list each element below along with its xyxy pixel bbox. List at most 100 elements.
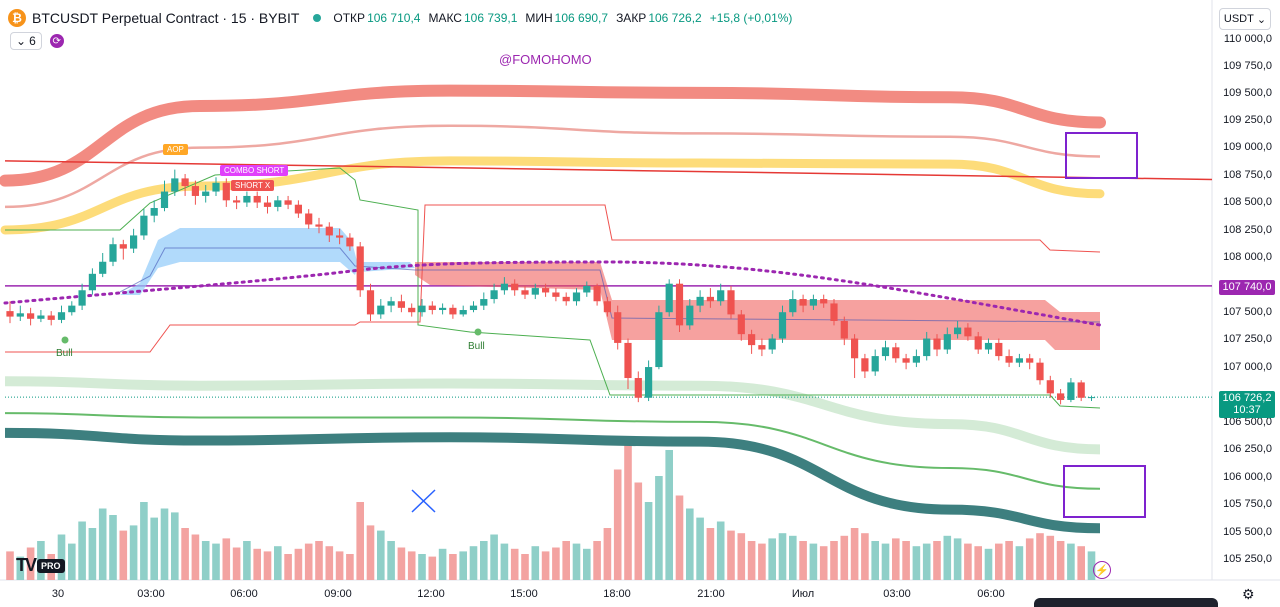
price-tick: 108 750,0 bbox=[1223, 169, 1272, 181]
candle-body bbox=[6, 311, 14, 317]
candle-body bbox=[294, 204, 302, 214]
combo-short-label: COMBO SHORT bbox=[220, 165, 289, 176]
tradingview-logo[interactable]: TV PRO bbox=[16, 555, 65, 576]
volume-bar bbox=[541, 551, 550, 580]
candle-body bbox=[233, 200, 241, 203]
time-tick: 03:00 bbox=[883, 588, 911, 600]
volume-bar bbox=[78, 521, 86, 580]
candle-body bbox=[191, 186, 199, 196]
price-tick: 105 250,0 bbox=[1223, 553, 1272, 565]
volume-bar bbox=[655, 476, 663, 580]
price-tick: 109 750,0 bbox=[1223, 60, 1272, 72]
volume-bar bbox=[1025, 538, 1034, 580]
price-tick: 105 500,0 bbox=[1223, 526, 1272, 538]
candle-body bbox=[88, 273, 96, 291]
volume-bar bbox=[1005, 541, 1013, 580]
resistance-line bbox=[4, 160, 1213, 181]
candle-body bbox=[57, 312, 66, 320]
candle-body bbox=[531, 288, 539, 295]
volume-bar bbox=[953, 538, 962, 580]
candle-body bbox=[315, 224, 323, 227]
volume-bar bbox=[768, 538, 776, 580]
bottom-toolbar[interactable] bbox=[1034, 598, 1218, 607]
volume-bar bbox=[407, 551, 416, 580]
volume-bar bbox=[964, 543, 972, 580]
volume-bar bbox=[1015, 546, 1024, 580]
volume-bar bbox=[243, 541, 251, 580]
candle-body bbox=[995, 342, 1003, 357]
support-step-line bbox=[5, 167, 1101, 409]
bull-label: Bull bbox=[468, 341, 485, 352]
indicators-toggle-button[interactable]: ⌄ 6 bbox=[10, 32, 42, 50]
bearish-cloud bbox=[415, 262, 1100, 350]
symbol-title[interactable]: BTCUSDT Perpetual Contract · 15 · BYBIT bbox=[32, 10, 300, 26]
volume-bar bbox=[325, 546, 334, 580]
bitcoin-icon: ₿ bbox=[8, 9, 26, 27]
volume-bar bbox=[737, 533, 746, 580]
candle-body bbox=[717, 290, 725, 302]
price-tick: 109 500,0 bbox=[1223, 87, 1272, 99]
candle-body bbox=[397, 301, 405, 308]
candle-body bbox=[542, 288, 550, 293]
candle-body bbox=[645, 367, 653, 398]
volume-bar bbox=[68, 543, 76, 580]
candle-body bbox=[408, 307, 416, 313]
candle-body bbox=[789, 299, 797, 313]
candle-body bbox=[820, 299, 828, 304]
candle-body bbox=[851, 338, 859, 359]
candle-body bbox=[778, 312, 787, 339]
volume-bar bbox=[583, 548, 591, 580]
volume-bar bbox=[274, 546, 282, 580]
volume-bar bbox=[1067, 543, 1075, 580]
gear-icon[interactable]: ⚙ bbox=[1242, 586, 1255, 602]
volume-bar bbox=[665, 450, 673, 580]
watermark-text: @FOMOHOMO bbox=[499, 52, 592, 67]
candle-body bbox=[984, 342, 993, 350]
close-value: 106 726,2 bbox=[648, 11, 702, 25]
volume-bar bbox=[253, 548, 261, 580]
bull-dot bbox=[474, 328, 482, 336]
currency-select[interactable]: USDT ⌄ bbox=[1219, 8, 1271, 30]
volume-bar bbox=[1046, 535, 1055, 580]
candle-body bbox=[665, 283, 673, 313]
volume-bar bbox=[16, 556, 25, 580]
volume-bar bbox=[315, 541, 323, 580]
volume-bar bbox=[974, 546, 982, 580]
refresh-icon[interactable]: ⟳ bbox=[49, 34, 64, 48]
volume-bar bbox=[572, 543, 581, 580]
price-tick: 106 500,0 bbox=[1223, 416, 1272, 428]
time-tick: 15:00 bbox=[510, 588, 538, 600]
candle-body bbox=[861, 358, 869, 372]
candle-body bbox=[130, 235, 138, 249]
candle-body bbox=[439, 307, 447, 311]
time-tick: Июл bbox=[791, 588, 815, 600]
lightning-icon[interactable]: ⚡ bbox=[1093, 561, 1111, 579]
volume-bar bbox=[387, 541, 395, 580]
volume-bar bbox=[881, 543, 890, 580]
candle-body bbox=[346, 237, 354, 247]
price-tick: 109 250,0 bbox=[1223, 114, 1272, 126]
time-tick: 09:00 bbox=[324, 588, 352, 600]
candle-body bbox=[490, 290, 498, 300]
candle-body bbox=[758, 345, 766, 350]
lower-band-teal bbox=[4, 427, 1101, 534]
candle-body bbox=[923, 338, 931, 357]
volume-bar bbox=[294, 548, 303, 580]
candle-body bbox=[449, 307, 457, 315]
volume-bar bbox=[346, 554, 354, 580]
candle-body bbox=[871, 356, 879, 372]
candle-body bbox=[840, 320, 848, 339]
candle-body bbox=[562, 296, 570, 302]
candle-body bbox=[119, 244, 127, 249]
candle-body bbox=[1077, 382, 1085, 398]
time-tick: 06:00 bbox=[230, 588, 258, 600]
volume-bar bbox=[181, 528, 189, 580]
tv-logo-mark: TV bbox=[16, 555, 37, 575]
volume-bar bbox=[644, 502, 653, 580]
volume-bar bbox=[562, 541, 570, 580]
volume-bar bbox=[26, 547, 35, 580]
volume-bar bbox=[686, 508, 694, 580]
candle-body bbox=[1036, 362, 1044, 381]
volume-bar bbox=[263, 551, 272, 580]
